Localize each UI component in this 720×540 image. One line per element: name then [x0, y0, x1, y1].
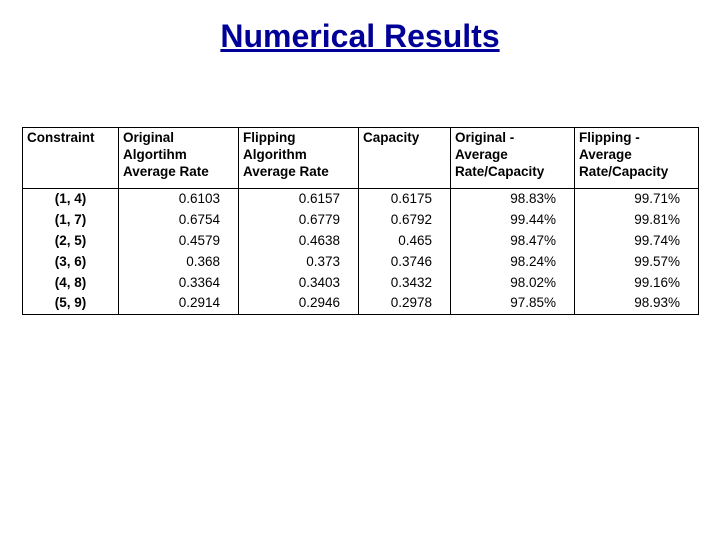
table-row: (4, 8) 0.3364 0.3403 0.3432 98.02% 99.16…	[23, 273, 699, 294]
cell-original-rate: 0.3364	[119, 273, 239, 294]
cell-flipping-ratio: 99.71%	[575, 189, 699, 210]
results-table: Constraint Original Algortihm Average Ra…	[22, 127, 699, 315]
cell-original-ratio: 98.83%	[451, 189, 575, 210]
cell-original-rate: 0.4579	[119, 231, 239, 252]
cell-original-rate: 0.2914	[119, 293, 239, 314]
table-row: (3, 6) 0.368 0.373 0.3746 98.24% 99.57%	[23, 252, 699, 273]
cell-flipping-ratio: 99.16%	[575, 273, 699, 294]
cell-flipping-ratio: 99.57%	[575, 252, 699, 273]
table-row: (1, 4) 0.6103 0.6157 0.6175 98.83% 99.71…	[23, 189, 699, 210]
slide: Numerical Results Constraint Original Al…	[0, 0, 720, 540]
cell-constraint: (5, 9)	[23, 293, 119, 314]
col-header-flipping-rate: Flipping Algorithm Average Rate	[239, 128, 359, 189]
slide-title: Numerical Results	[220, 18, 499, 54]
cell-flipping-rate: 0.3403	[239, 273, 359, 294]
cell-capacity: 0.6792	[359, 210, 451, 231]
slide-title-container: Numerical Results	[0, 18, 720, 55]
cell-capacity: 0.3746	[359, 252, 451, 273]
cell-flipping-rate: 0.2946	[239, 293, 359, 314]
cell-capacity: 0.3432	[359, 273, 451, 294]
cell-constraint: (2, 5)	[23, 231, 119, 252]
table-row: (2, 5) 0.4579 0.4638 0.465 98.47% 99.74%	[23, 231, 699, 252]
cell-constraint: (1, 4)	[23, 189, 119, 210]
cell-original-rate: 0.6754	[119, 210, 239, 231]
col-header-flipping-ratio: Flipping - Average Rate/Capacity	[575, 128, 699, 189]
results-table-container: Constraint Original Algortihm Average Ra…	[22, 127, 698, 315]
cell-flipping-rate: 0.4638	[239, 231, 359, 252]
cell-capacity: 0.2978	[359, 293, 451, 314]
cell-original-ratio: 99.44%	[451, 210, 575, 231]
table-row: (5, 9) 0.2914 0.2946 0.2978 97.85% 98.93…	[23, 293, 699, 314]
cell-flipping-ratio: 99.81%	[575, 210, 699, 231]
cell-flipping-rate: 0.6157	[239, 189, 359, 210]
cell-original-ratio: 98.24%	[451, 252, 575, 273]
cell-constraint: (3, 6)	[23, 252, 119, 273]
cell-flipping-rate: 0.6779	[239, 210, 359, 231]
col-header-capacity: Capacity	[359, 128, 451, 189]
col-header-original-rate: Original Algortihm Average Rate	[119, 128, 239, 189]
table-header-row: Constraint Original Algortihm Average Ra…	[23, 128, 699, 189]
cell-original-rate: 0.6103	[119, 189, 239, 210]
cell-constraint: (4, 8)	[23, 273, 119, 294]
col-header-original-ratio: Original - Average Rate/Capacity	[451, 128, 575, 189]
cell-original-ratio: 97.85%	[451, 293, 575, 314]
cell-capacity: 0.6175	[359, 189, 451, 210]
cell-flipping-ratio: 99.74%	[575, 231, 699, 252]
cell-original-ratio: 98.47%	[451, 231, 575, 252]
cell-constraint: (1, 7)	[23, 210, 119, 231]
cell-flipping-rate: 0.373	[239, 252, 359, 273]
cell-flipping-ratio: 98.93%	[575, 293, 699, 314]
table-row: (1, 7) 0.6754 0.6779 0.6792 99.44% 99.81…	[23, 210, 699, 231]
cell-capacity: 0.465	[359, 231, 451, 252]
cell-original-rate: 0.368	[119, 252, 239, 273]
cell-original-ratio: 98.02%	[451, 273, 575, 294]
col-header-constraint: Constraint	[23, 128, 119, 189]
